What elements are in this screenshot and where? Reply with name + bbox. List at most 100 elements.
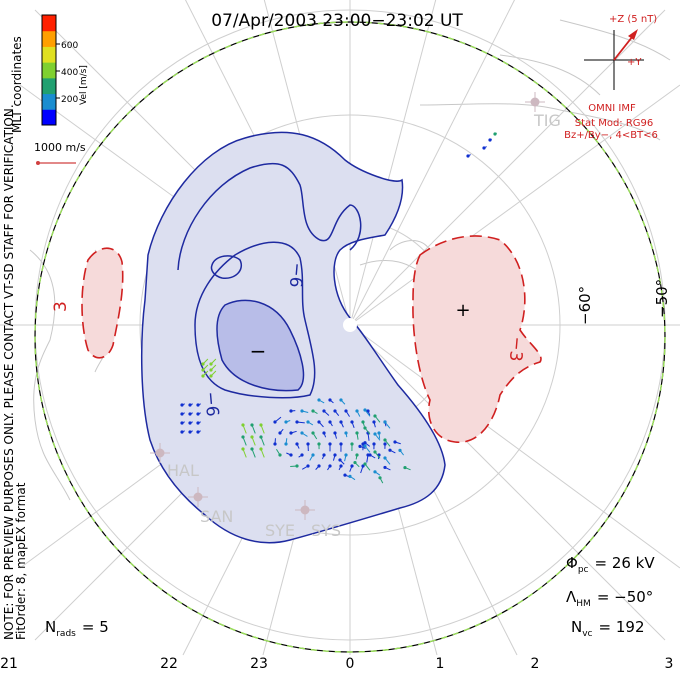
velocity-vector: [333, 431, 337, 439]
velocity-vector: [383, 465, 391, 471]
velocity-vector: [358, 444, 366, 449]
station-label-tig: TIG: [533, 111, 561, 130]
colorbar-segment: [42, 15, 56, 32]
colorbar-label: Vel [m/s]: [79, 65, 89, 105]
velocity-vector: [373, 432, 381, 441]
velocity-vector: [383, 438, 391, 447]
velocity-vector: [328, 398, 334, 404]
velocity-vector: [348, 474, 356, 481]
mlt-tick-label: 23: [250, 656, 268, 672]
velocity-vector: [398, 448, 405, 456]
velocity-vector: [315, 464, 321, 470]
imf-by-label: +Y: [627, 57, 642, 68]
velocity-vector: [327, 464, 332, 471]
velocity-vector: [196, 403, 201, 407]
imf-clock: +Z (5 nT) +Y OMNI IMF Stat Mod: RG96 Bz+…: [564, 14, 658, 141]
velocity-vector: [290, 464, 299, 468]
velocity-vector: [196, 421, 201, 425]
velocity-vector: [355, 409, 361, 417]
velocity-vector: [393, 440, 401, 445]
negative-cell-core: [216, 299, 305, 392]
velocity-vector: [403, 465, 411, 471]
velocity-vector: [302, 464, 310, 470]
vector-scale-label: 1000 m/s: [34, 141, 86, 154]
velocity-vector: [311, 409, 318, 414]
velocity-vector: [350, 420, 355, 428]
velocity-vector: [372, 420, 376, 428]
velocity-vector: [383, 442, 387, 449]
fit-order-label: FitOrder: 8, mapEX format: [14, 482, 28, 640]
velocity-vector: [196, 430, 201, 434]
positive-potential-cell: [412, 235, 542, 443]
velocity-vector: [201, 370, 209, 378]
velocity-vector: [259, 435, 265, 446]
imf-model-label: Stat Mod: RG96: [575, 118, 654, 129]
negative-cell-contour: [194, 241, 316, 399]
contour-label: 3: [51, 301, 71, 312]
velocity-vector: [278, 428, 284, 435]
velocity-vector: [349, 464, 354, 472]
velocity-vector: [373, 414, 381, 423]
velocity-vector: [250, 435, 256, 446]
imf-bz-label: +Z (5 nT): [609, 14, 657, 25]
velocity-vector: [317, 442, 321, 450]
velocity-vector: [353, 460, 360, 468]
colorbar-segment: [42, 77, 56, 95]
velocity-vector: [201, 358, 209, 366]
velocity-vector: [363, 441, 371, 447]
velocity-vector: [180, 403, 185, 407]
velocity-vector: [276, 449, 282, 457]
velocity-vector: [344, 431, 348, 438]
velocity-vector: [482, 146, 487, 150]
imf-source-label: OMNI IMF: [588, 103, 636, 114]
radar-count: Nrads = 5: [45, 618, 109, 639]
velocity-vector: [363, 462, 371, 471]
velocity-vector: [328, 442, 332, 452]
mlt-tick-label: 21: [0, 656, 18, 672]
velocity-vector: [363, 444, 371, 453]
velocity-vector: [259, 423, 265, 434]
mlt-tick-label: 22: [160, 656, 178, 672]
velocity-vector: [306, 442, 310, 451]
station-label-sys: SYS: [311, 521, 341, 540]
cross-polar-potential: Φpc = 26 kV: [566, 554, 655, 575]
magnetic-pole-marker: [343, 318, 357, 332]
negative-extremum-marker: −: [250, 339, 267, 363]
velocity-vector: [188, 430, 193, 434]
velocity-vector: [241, 447, 247, 458]
velocity-vector: [311, 431, 318, 440]
velocity-vector: [196, 412, 201, 416]
contour-label: −6: [200, 391, 222, 418]
velocity-vector: [289, 430, 297, 435]
velocity-vector: [180, 430, 185, 434]
velocity-vector: [344, 453, 348, 462]
mlt-tick-label: 0: [346, 656, 355, 672]
velocity-vector: [209, 364, 217, 372]
radar-stations: [150, 92, 545, 520]
velocity-vector: [241, 423, 247, 434]
velocity-vector: [209, 370, 217, 378]
colorbar-tick: 600: [61, 41, 78, 51]
velocity-vector: [250, 447, 256, 458]
preview-note: NOTE: FOR PREVIEW PURPOSES ONLY. PLEASE …: [2, 104, 16, 640]
velocity-vector: [355, 431, 359, 440]
velocity-vector: [361, 420, 365, 427]
velocity-vector: [289, 409, 296, 413]
velocity-vector: [321, 453, 326, 460]
coordinate-system-label: MLT coordinates: [10, 36, 24, 133]
velocity-vector: [378, 476, 384, 484]
velocity-vector: [333, 409, 340, 416]
velocity-vector: [339, 420, 344, 428]
negative-cell-contour: [177, 162, 362, 271]
velocity-vector: [209, 358, 217, 366]
mlt-tick-label: 1: [436, 656, 445, 672]
velocity-vector: [295, 442, 300, 449]
map-statistics: Φpc = 26 kV ΛHM = −50° Nvc = 192 Nrads = 5: [45, 554, 655, 639]
velocity-vector: [339, 398, 346, 405]
velocity-vector: [284, 420, 291, 424]
map-title: 07/Apr/2003 23:00−23:02 UT: [211, 11, 463, 31]
velocity-vector: [322, 409, 330, 416]
velocity-vector: [188, 403, 193, 407]
velocity-vector: [493, 132, 497, 136]
